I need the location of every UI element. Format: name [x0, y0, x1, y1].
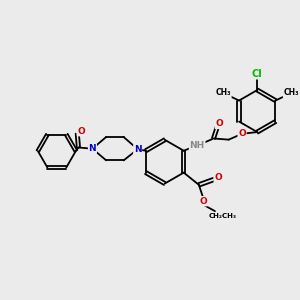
Text: O: O [215, 119, 223, 128]
Text: CH₂CH₃: CH₂CH₃ [208, 213, 236, 219]
Text: O: O [238, 129, 246, 138]
Text: CH₃: CH₃ [284, 88, 299, 98]
Text: N: N [134, 145, 142, 154]
Text: O: O [214, 173, 222, 182]
Text: Cl: Cl [252, 69, 262, 79]
Text: O: O [77, 127, 85, 136]
Text: CH₃: CH₃ [216, 88, 231, 98]
Text: N: N [88, 144, 96, 153]
Text: O: O [200, 197, 207, 206]
Text: NH: NH [190, 141, 205, 150]
